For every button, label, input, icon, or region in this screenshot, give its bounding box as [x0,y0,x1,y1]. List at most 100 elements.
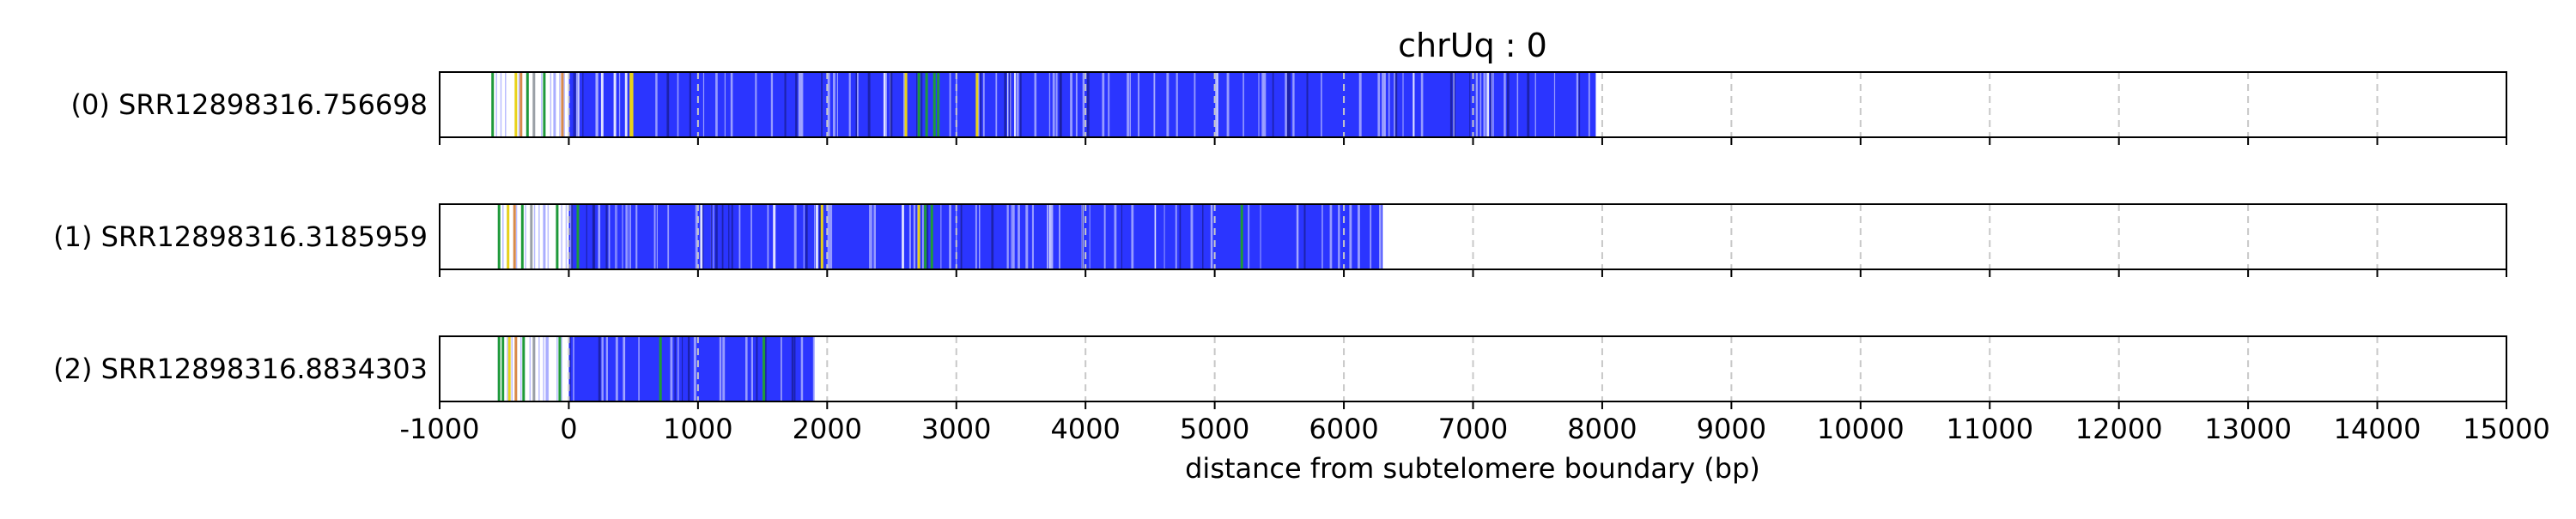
track-feature [730,72,732,137]
track-feature [784,72,787,137]
track-feature [956,72,957,137]
track-feature [623,336,626,401]
track-feature [561,72,564,137]
track-feature [601,336,604,401]
track-feature [1292,72,1295,137]
track-feature [814,204,816,269]
track-feature [1490,72,1492,137]
track-feature [638,336,640,401]
track-feature [1129,72,1131,137]
track-feature [578,72,580,137]
track-feature [1089,204,1091,269]
track-feature [514,72,518,137]
track-feature [1016,72,1019,137]
track-feature [836,72,838,137]
track-feature [975,204,977,269]
track-1: (1) SRR12898316.3185959 [53,203,2507,277]
track-feature [711,204,713,269]
x-tick-label: -1000 [400,413,480,445]
track-feature [520,204,524,269]
track-feature [738,204,741,269]
track-feature [635,204,638,269]
track-0: (0) SRR12898316.756698 [71,71,2507,145]
track-label: (1) SRR12898316.3185959 [53,220,428,253]
track-feature [1226,72,1230,137]
track-feature [511,336,513,401]
track-feature [949,72,951,137]
track-feature [803,204,805,269]
track-feature [1240,204,1243,269]
x-tick-label: 13000 [2204,413,2292,445]
track-feature [491,72,495,137]
track-feature [702,204,704,269]
track-feature [1031,204,1034,269]
track-feature [1050,204,1053,269]
track-feature [598,336,601,401]
track-feature [1288,72,1291,137]
track-feature [1019,72,1022,137]
track-feature [1479,72,1482,137]
track-feature [750,204,752,269]
track-feature [507,204,510,269]
track-feature [1060,72,1062,137]
track-feature [530,204,533,269]
track-feature [828,72,830,137]
track-feature [719,336,722,401]
track-feature [1070,72,1072,137]
track-feature [550,72,552,137]
track-feature [666,72,670,137]
track-feature [598,204,601,269]
track-feature [1349,204,1352,269]
track-feature [500,72,502,137]
track-feature [1138,72,1139,137]
track-feature [561,204,562,269]
track-feature [553,72,556,137]
track-feature [908,204,911,269]
track-feature [1388,72,1390,137]
track-body [568,336,815,401]
x-axis-label: distance from subtelomere boundary (bp) [1185,452,1760,485]
track-feature [1248,204,1250,269]
track-feature [1413,72,1415,137]
track-feature [677,72,679,137]
track-feature [755,72,757,137]
track-feature [605,204,608,269]
track-feature [561,336,562,401]
track-feature [764,336,767,401]
track-feature [693,336,696,401]
track-feature [501,336,505,401]
track-feature [770,72,774,137]
track-feature [1382,72,1386,137]
track-feature [1194,72,1196,137]
x-tick-label: 1000 [663,413,732,445]
track-feature [904,72,908,137]
track-feature [615,204,617,269]
track-feature [522,336,526,401]
track-feature [574,72,576,137]
track-feature [820,204,823,269]
track-feature [805,204,808,269]
track-feature [586,204,587,269]
track-feature [525,204,526,269]
track-feature [556,204,559,269]
track-feature [1127,72,1129,137]
x-tick-label: 7000 [1438,413,1508,445]
track-feature [793,204,797,269]
track-feature [1285,72,1287,137]
track-feature [1285,72,1289,137]
track-feature [1338,204,1340,269]
track-feature [1394,72,1396,137]
track-feature [1338,204,1340,269]
track-feature [600,72,604,137]
track-feature [1121,204,1122,269]
track-feature [1272,72,1274,137]
track-feature [1215,72,1218,137]
x-tick-label: 12000 [2075,413,2163,445]
track-feature [1075,72,1078,137]
track-feature [833,72,835,137]
track-feature [1166,72,1170,137]
track-feature [960,204,963,269]
track-feature [1303,204,1306,269]
